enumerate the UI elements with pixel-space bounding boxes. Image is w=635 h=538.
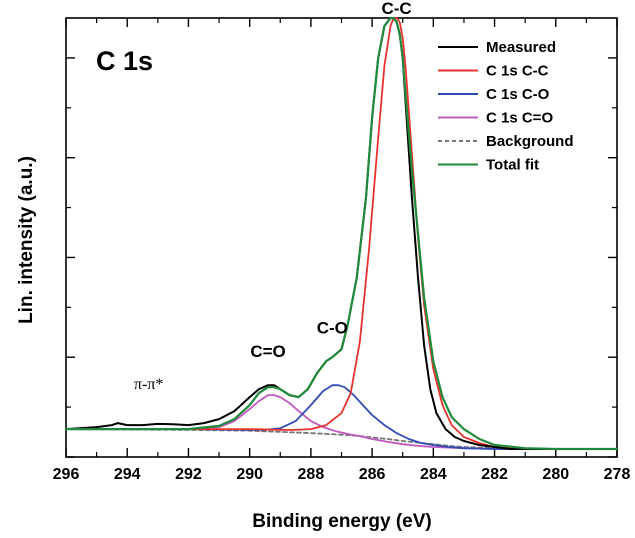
x-tick-labels: 296 294 292 290 288 286 284 282 280 278 xyxy=(53,466,631,483)
series-line-c-1s-c-o xyxy=(65,384,618,450)
legend-label: C 1s C-O xyxy=(486,86,550,103)
axis-ticks xyxy=(65,18,618,458)
x-tick-label: 280 xyxy=(542,466,569,483)
series-line-c-1s-c-c xyxy=(65,17,618,450)
peak-annotation: C-O xyxy=(317,318,348,337)
x-tick-label: 288 xyxy=(298,466,325,483)
peak-annotation: π-π* xyxy=(134,376,163,393)
legend-label: Measured xyxy=(486,39,556,56)
series-layer xyxy=(64,16,619,451)
legend-label: Total fit xyxy=(486,157,539,174)
x-tick-label: 278 xyxy=(604,466,631,483)
peak-annotation: C=O xyxy=(250,342,285,361)
legend: Measured C 1s C-C C 1s C-O C 1s C=O Backgrou… xyxy=(438,39,574,174)
x-tick-label: 284 xyxy=(420,466,447,483)
panel-label: C 1s xyxy=(96,46,153,76)
series-line-c-1s-c-o xyxy=(65,394,618,450)
annotation-layer: C-C C-O C=O π-π* xyxy=(134,0,412,393)
x-tick-label: 286 xyxy=(359,466,386,483)
x-tick-label: 282 xyxy=(481,466,508,483)
legend-label: C 1s C-C xyxy=(486,63,549,80)
y-axis-title: Lin. intensity (a.u.) xyxy=(16,156,37,324)
x-axis-title: Binding energy (eV) xyxy=(252,511,431,532)
x-tick-label: 290 xyxy=(236,466,263,483)
x-tick-label: 292 xyxy=(175,466,202,483)
legend-label: Background xyxy=(486,133,574,150)
series-line-background xyxy=(65,428,618,450)
x-tick-label: 294 xyxy=(114,466,141,483)
x-tick-label: 296 xyxy=(53,466,80,483)
legend-label: C 1s C=O xyxy=(486,110,553,127)
peak-annotation: C-C xyxy=(381,0,411,18)
series-line-total-fit xyxy=(64,16,619,451)
